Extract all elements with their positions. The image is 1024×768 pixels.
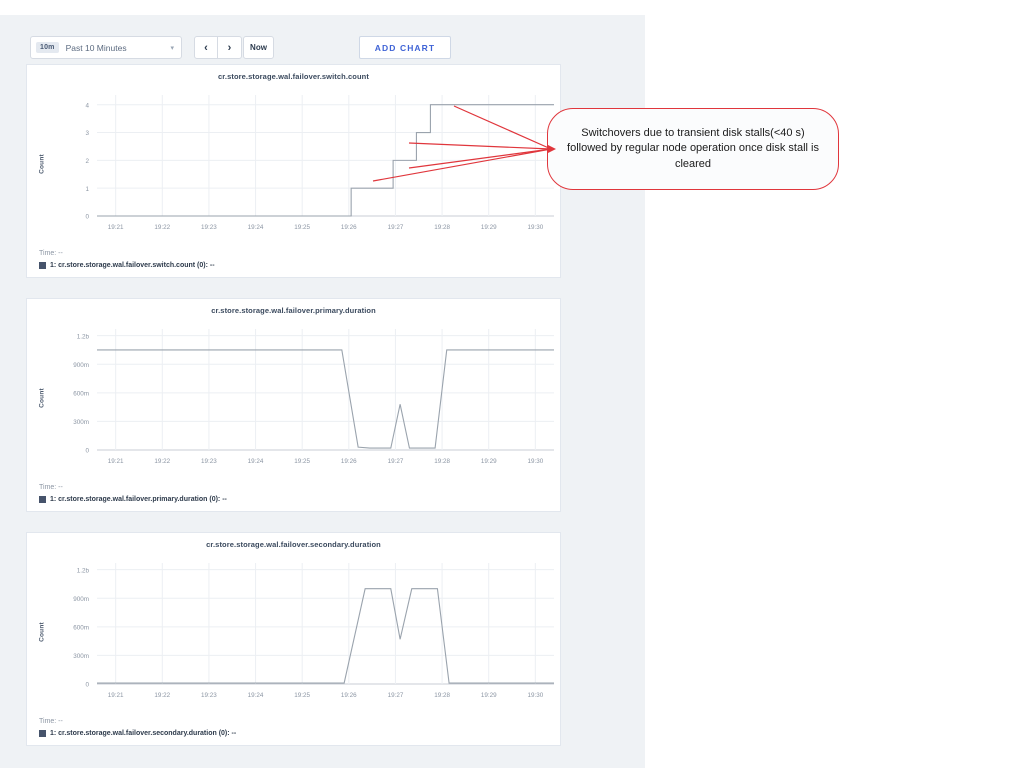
svg-text:19:29: 19:29 bbox=[481, 458, 497, 465]
svg-text:19:21: 19:21 bbox=[108, 224, 124, 231]
chart-svg: 0 300m 600m 900m 1.2b 19:21 19:22 19:23 19:24 19:… bbox=[73, 329, 554, 465]
legend-swatch-icon bbox=[39, 262, 46, 269]
chart-title: cr.store.storage.wal.failover.primary.du… bbox=[211, 306, 376, 315]
svg-text:600m: 600m bbox=[73, 624, 89, 631]
svg-text:19:30: 19:30 bbox=[527, 692, 543, 699]
time-range-badge: 10m bbox=[36, 42, 59, 53]
svg-text:19:27: 19:27 bbox=[388, 224, 404, 231]
next-range-button[interactable]: › bbox=[218, 36, 242, 59]
chart-plot-area[interactable]: Count 0 300m 600m 900m 1.2b 19:21 19:22 19:23 19… bbox=[27, 315, 562, 480]
chart-footer: Time: -- 1: cr.store.storage.wal.failove… bbox=[27, 714, 560, 745]
svg-text:0: 0 bbox=[85, 682, 89, 689]
time-range-select[interactable]: 10m Past 10 Minutes ▾ bbox=[30, 36, 182, 59]
svg-text:0: 0 bbox=[85, 448, 89, 455]
prev-range-button[interactable]: ‹ bbox=[194, 36, 218, 59]
svg-text:600m: 600m bbox=[73, 390, 89, 397]
chart-footer: Time: -- 1: cr.store.storage.wal.failove… bbox=[27, 480, 560, 511]
svg-text:19:23: 19:23 bbox=[201, 224, 217, 231]
y-axis-label: Count bbox=[38, 387, 46, 408]
chart-title: cr.store.storage.wal.failover.switch.cou… bbox=[218, 72, 369, 81]
svg-text:19:28: 19:28 bbox=[434, 224, 450, 231]
svg-text:19:21: 19:21 bbox=[108, 458, 124, 465]
y-axis-label: Count bbox=[38, 153, 46, 174]
svg-text:19:29: 19:29 bbox=[481, 692, 497, 699]
svg-text:19:26: 19:26 bbox=[341, 458, 357, 465]
svg-text:1.2b: 1.2b bbox=[77, 567, 90, 574]
svg-text:19:26: 19:26 bbox=[341, 692, 357, 699]
hover-time-readout: Time: -- bbox=[39, 250, 63, 257]
svg-text:19:25: 19:25 bbox=[294, 224, 310, 231]
chart-legend[interactable]: 1: cr.store.storage.wal.failover.seconda… bbox=[39, 730, 560, 737]
svg-text:19:29: 19:29 bbox=[481, 224, 497, 231]
svg-text:1.2b: 1.2b bbox=[77, 333, 90, 340]
svg-text:19:22: 19:22 bbox=[154, 224, 170, 231]
svg-text:19:21: 19:21 bbox=[108, 692, 124, 699]
svg-text:19:30: 19:30 bbox=[527, 458, 543, 465]
chart-legend[interactable]: 1: cr.store.storage.wal.failover.primary… bbox=[39, 496, 560, 503]
hover-time-readout: Time: -- bbox=[39, 718, 63, 725]
chevron-down-icon: ▾ bbox=[170, 44, 174, 52]
legend-label: 1: cr.store.storage.wal.failover.seconda… bbox=[50, 730, 237, 737]
svg-text:19:23: 19:23 bbox=[201, 692, 217, 699]
chart-card[interactable]: cr.store.storage.wal.failover.secondary.… bbox=[26, 532, 561, 746]
svg-text:19:28: 19:28 bbox=[434, 458, 450, 465]
chart-legend[interactable]: 1: cr.store.storage.wal.failover.switch.… bbox=[39, 262, 560, 269]
svg-text:900m: 900m bbox=[73, 362, 89, 369]
svg-text:19:26: 19:26 bbox=[341, 224, 357, 231]
svg-text:19:30: 19:30 bbox=[527, 224, 543, 231]
annotation-callout: Switchovers due to transient disk stalls… bbox=[547, 108, 839, 190]
svg-text:300m: 300m bbox=[73, 419, 89, 426]
now-button[interactable]: Now bbox=[243, 36, 274, 59]
chart-plot-area[interactable]: Count 0 1 2 3 4 19:21 19:22 19:23 19:24 19:25 19:2… bbox=[27, 81, 562, 246]
svg-text:19:27: 19:27 bbox=[388, 692, 404, 699]
svg-text:0: 0 bbox=[85, 214, 89, 221]
chart-svg: 0 300m 600m 900m 1.2b 19:21 19:22 19:23 19:24 19:… bbox=[73, 563, 554, 699]
svg-text:19:25: 19:25 bbox=[294, 458, 310, 465]
add-chart-button[interactable]: ADD CHART bbox=[359, 36, 451, 59]
chart-title: cr.store.storage.wal.failover.secondary.… bbox=[206, 540, 381, 549]
legend-label: 1: cr.store.storage.wal.failover.switch.… bbox=[50, 262, 215, 269]
svg-text:19:24: 19:24 bbox=[248, 458, 264, 465]
svg-text:900m: 900m bbox=[73, 596, 89, 603]
svg-text:19:22: 19:22 bbox=[154, 458, 170, 465]
svg-text:19:28: 19:28 bbox=[434, 692, 450, 699]
svg-text:19:25: 19:25 bbox=[294, 692, 310, 699]
annotation-text: Switchovers due to transient disk stalls… bbox=[567, 127, 819, 170]
svg-text:19:24: 19:24 bbox=[248, 224, 264, 231]
chart-plot-area[interactable]: Count 0 300m 600m 900m 1.2b 19:21 19:22 19:23 19… bbox=[27, 549, 562, 714]
chart-card[interactable]: cr.store.storage.wal.failover.switch.cou… bbox=[26, 64, 561, 278]
time-range-label: Past 10 Minutes bbox=[65, 42, 127, 53]
time-nav-group: ‹ › bbox=[194, 36, 242, 59]
hover-time-readout: Time: -- bbox=[39, 484, 63, 491]
legend-swatch-icon bbox=[39, 496, 46, 503]
svg-text:19:23: 19:23 bbox=[201, 458, 217, 465]
svg-text:1: 1 bbox=[85, 186, 89, 193]
svg-text:3: 3 bbox=[85, 130, 89, 137]
legend-swatch-icon bbox=[39, 730, 46, 737]
y-axis-label: Count bbox=[38, 621, 46, 642]
chart-card[interactable]: cr.store.storage.wal.failover.primary.du… bbox=[26, 298, 561, 512]
svg-text:2: 2 bbox=[85, 158, 89, 165]
svg-text:300m: 300m bbox=[73, 653, 89, 660]
legend-label: 1: cr.store.storage.wal.failover.primary… bbox=[50, 496, 227, 503]
dashboard-toolbar: 10m Past 10 Minutes ▾ ‹ › Now ADD CHART bbox=[0, 36, 645, 68]
svg-text:19:22: 19:22 bbox=[154, 692, 170, 699]
svg-text:4: 4 bbox=[85, 102, 89, 109]
svg-text:19:27: 19:27 bbox=[388, 458, 404, 465]
chart-footer: Time: -- 1: cr.store.storage.wal.failove… bbox=[27, 246, 560, 277]
chart-svg: 0 1 2 3 4 19:21 19:22 19:23 19:24 19:25 19:26 19:27… bbox=[85, 95, 554, 231]
svg-text:19:24: 19:24 bbox=[248, 692, 264, 699]
